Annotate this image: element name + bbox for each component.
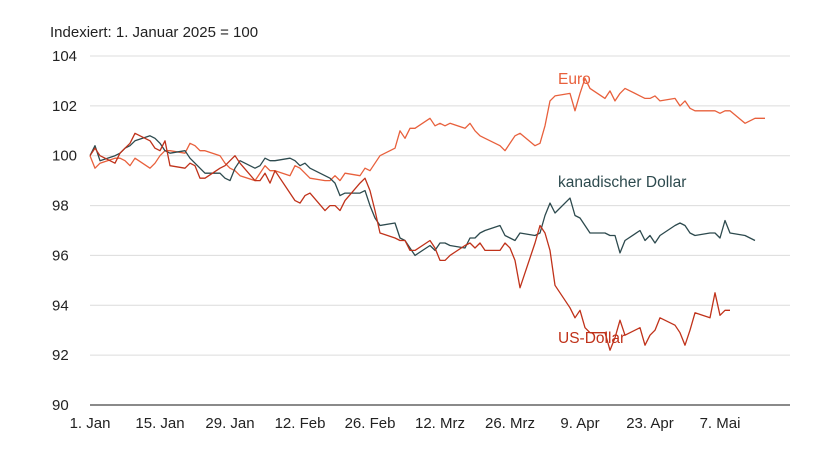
x-tick-label: 15. Jan	[135, 415, 184, 432]
x-tick-label: 26. Feb	[345, 415, 396, 432]
gridlines	[90, 55, 790, 406]
x-tick-label: 29. Jan	[205, 415, 254, 432]
y-tick-label: 98	[52, 198, 69, 215]
series-line-us-dollar	[89, 132, 730, 351]
y-tick-label: 104	[52, 48, 77, 65]
y-tick-label: 90	[52, 397, 69, 414]
x-tick-label: 26. Mrz	[485, 415, 535, 432]
x-tick-label: 12. Mrz	[415, 415, 465, 432]
x-tick-label: 9. Apr	[560, 415, 599, 432]
chart-title: Indexiert: 1. Januar 2025 = 100	[50, 24, 258, 41]
y-tick-label: 94	[52, 297, 69, 314]
axis-labels: 90 92 94 96 98 100 102 104 1. Jan 15. Jan 29. Jan 1…	[52, 48, 740, 432]
x-tick-label: 12. Feb	[275, 415, 326, 432]
y-tick-label: 102	[52, 98, 77, 115]
y-tick-label: 100	[52, 148, 77, 165]
series-label-euro: Euro	[558, 71, 591, 88]
series-lines	[89, 77, 765, 351]
series-line-euro	[89, 77, 765, 182]
y-tick-label: 92	[52, 347, 69, 364]
y-tick-label: 96	[52, 247, 69, 264]
series-label-us-dollar: US-Dollar	[558, 330, 625, 347]
series-label-kanadischer-dollar: kanadischer Dollar	[558, 174, 686, 191]
series-labels: Euro kanadischer Dollar US-Dollar	[558, 71, 686, 347]
x-tick-label: 23. Apr	[626, 415, 674, 432]
x-tick-label: 7. Mai	[700, 415, 741, 432]
series-line-kanadischer-dollar	[89, 135, 756, 257]
x-tick-label: 1. Jan	[70, 415, 111, 432]
